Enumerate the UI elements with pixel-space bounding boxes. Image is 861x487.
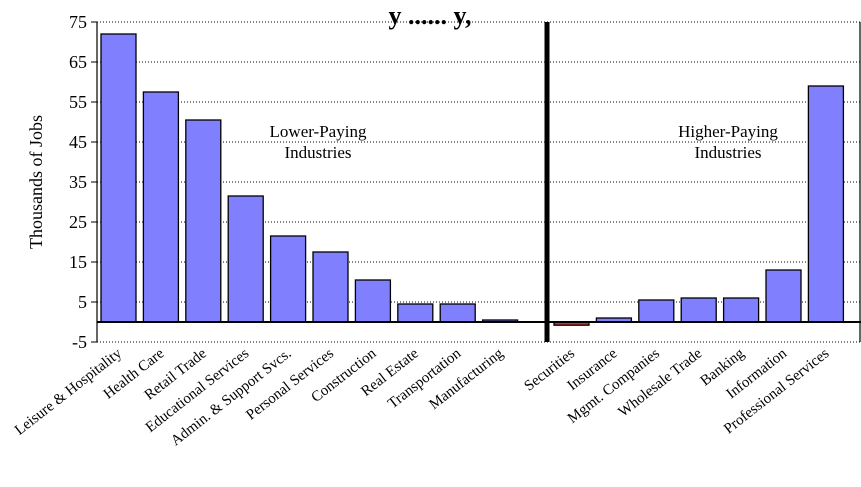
y-tick-label: 55	[69, 92, 87, 112]
category-label: Transportation	[385, 345, 464, 412]
bar	[354, 279, 392, 323]
chart-title: y ...... y,	[388, 1, 471, 30]
y-tick-label: 15	[69, 252, 87, 272]
y-tick-label: 25	[69, 212, 87, 232]
bar	[312, 251, 349, 323]
bar	[638, 299, 675, 323]
bar	[807, 85, 845, 323]
bar	[227, 195, 264, 323]
bar	[142, 91, 180, 323]
bars	[100, 33, 845, 326]
bar	[397, 303, 434, 323]
category-label: Manufacturing	[426, 345, 506, 413]
y-tick-label: -5	[72, 332, 87, 352]
bar	[269, 235, 307, 323]
annotation-line: Lower-Paying	[270, 122, 367, 141]
annotation-line: Higher-Paying	[678, 122, 778, 141]
bar	[100, 33, 137, 323]
y-tick-label: 65	[69, 52, 87, 72]
bar	[680, 297, 717, 323]
bar	[765, 269, 802, 323]
annotation-line: Industries	[694, 143, 761, 162]
y-tick-label: 45	[69, 132, 87, 152]
bar	[439, 303, 476, 323]
annotations: Lower-Paying Industries Higher-Paying Indus…	[270, 122, 779, 162]
y-axis-label: Thousands of Jobs	[26, 115, 46, 249]
y-tick-label: 75	[69, 12, 87, 32]
bar	[185, 119, 222, 323]
bar	[722, 297, 760, 323]
y-tick-label: 35	[69, 172, 87, 192]
y-tick-label: 5	[78, 292, 87, 312]
y-axis-ticks: -5 5 15 25 35 45 55 65 75	[69, 12, 97, 352]
annotation-line: Industries	[284, 143, 351, 162]
